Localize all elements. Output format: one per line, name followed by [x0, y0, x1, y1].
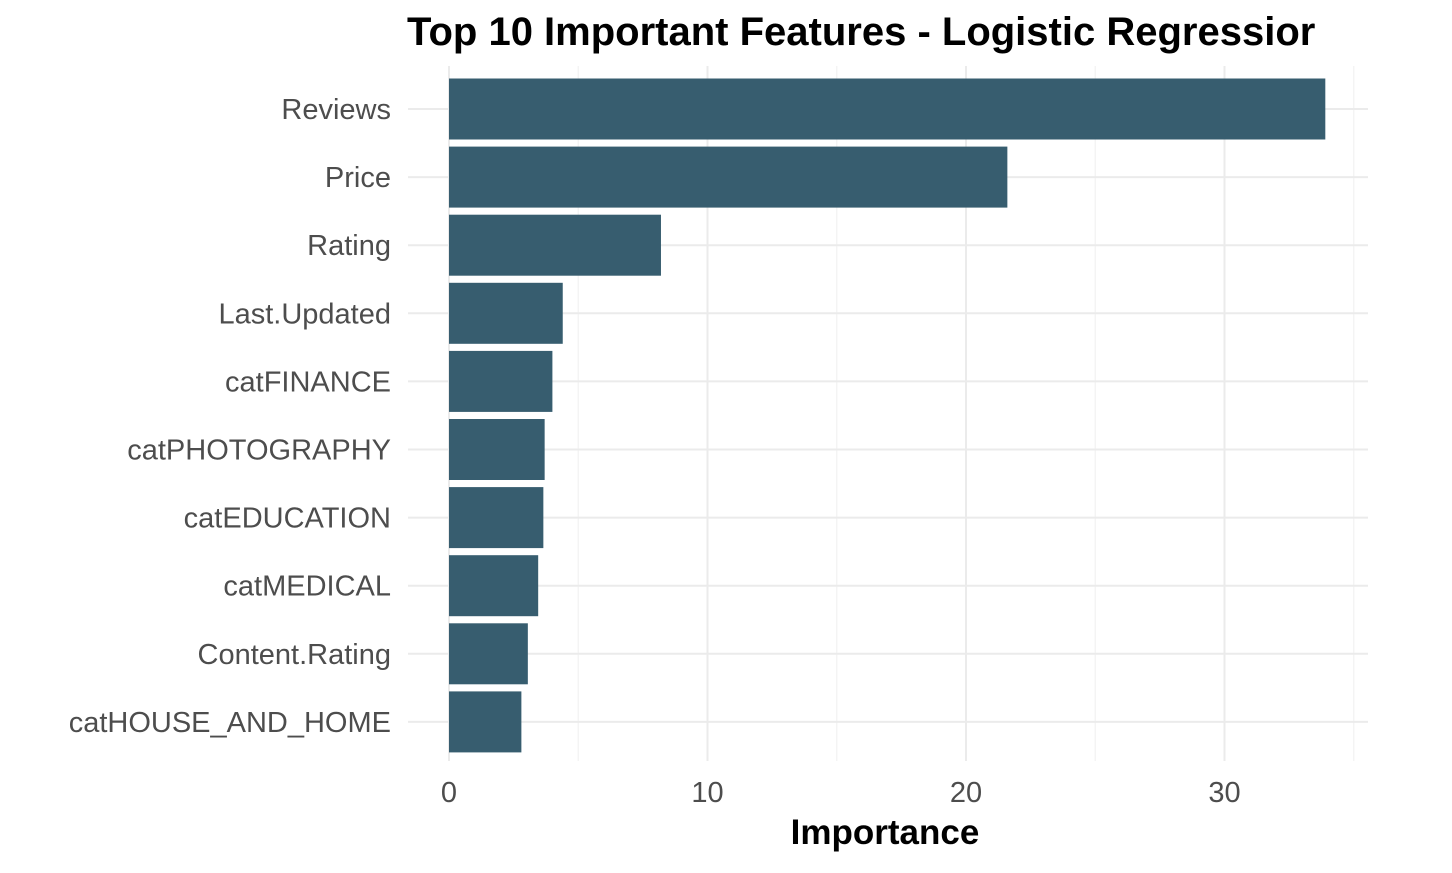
x-tick-label: 30: [1208, 777, 1240, 809]
category-label: catMEDICAL: [223, 571, 391, 603]
category-label: Reviews: [281, 94, 391, 126]
category-label: catFINANCE: [225, 366, 391, 398]
category-label: catHOUSE_AND_HOME: [69, 707, 391, 739]
category-label: Price: [325, 162, 391, 194]
category-label: Content.Rating: [198, 639, 391, 671]
category-label: catEDUCATION: [184, 503, 391, 535]
bar: [449, 350, 553, 412]
y-axis-labels: Reviews Price Rating Last.Updated catFINANCE…: [69, 94, 391, 739]
bars: [449, 78, 1326, 753]
x-tick-label: 20: [950, 777, 982, 809]
x-tick-label: 0: [441, 777, 457, 809]
bar: [449, 555, 539, 617]
bar: [449, 146, 1008, 208]
category-label: catPHOTOGRAPHY: [127, 435, 391, 467]
bar: [449, 487, 544, 549]
x-tick-label: 10: [691, 777, 723, 809]
category-label: Rating: [307, 230, 391, 262]
bar: [449, 78, 1326, 140]
bar: [449, 623, 528, 685]
bar: [449, 691, 522, 753]
bar: [449, 282, 563, 344]
category-label: Last.Updated: [218, 298, 391, 330]
x-axis-title: Importance: [791, 813, 980, 852]
chart-title: Top 10 Important Features - Logistic Reg…: [407, 10, 1315, 54]
bar: [449, 419, 545, 480]
bar: [449, 214, 661, 276]
x-axis-ticks: 0 10 20 30: [441, 777, 1241, 809]
